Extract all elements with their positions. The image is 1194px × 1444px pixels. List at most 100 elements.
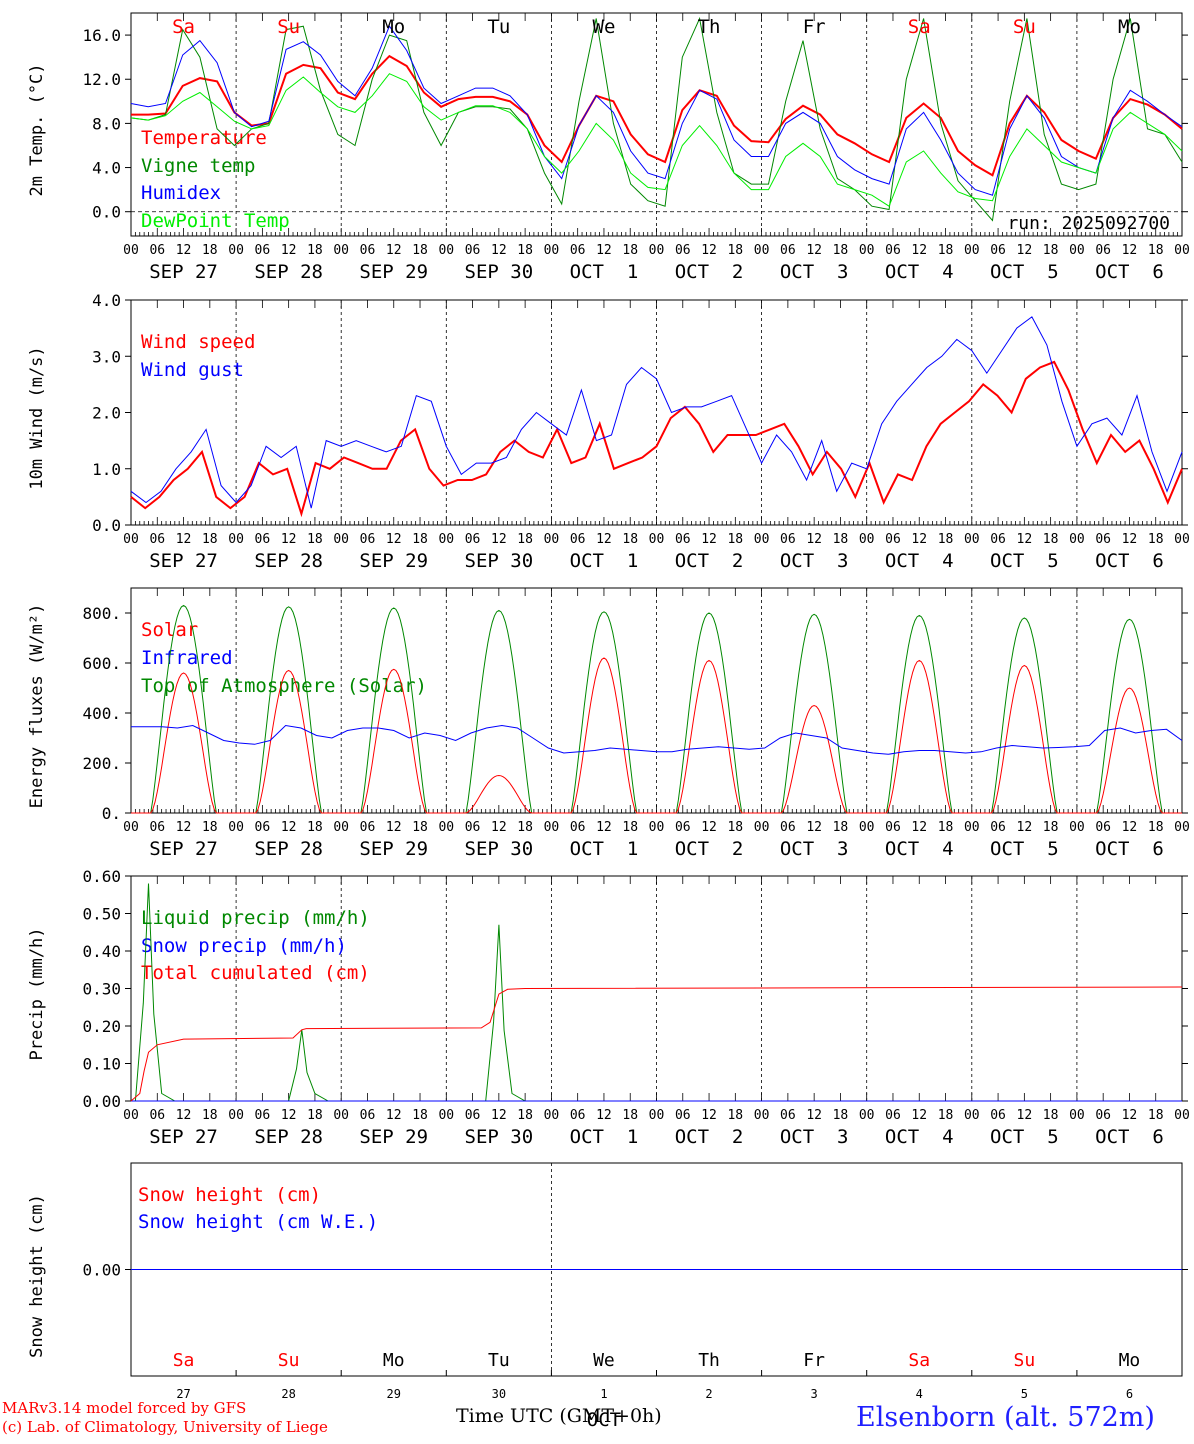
- station-label: Elsenborn (alt. 572m): [856, 1402, 1155, 1433]
- hour-label: 06: [255, 1108, 271, 1123]
- hour-label: 00: [544, 820, 560, 835]
- hour-label: 18: [938, 820, 954, 835]
- y-tick-label: 0.00: [82, 1092, 121, 1111]
- date-label: SEP 30: [465, 550, 534, 572]
- hour-label: 06: [885, 532, 901, 547]
- date-label: SEP 27: [149, 1126, 218, 1148]
- hour-label: 12: [911, 1108, 927, 1123]
- panel-5: 0.00 Snow height (cm) Snow height (cm) Snow…: [27, 1162, 1188, 1431]
- legend-entry: Wind gust: [141, 359, 244, 381]
- day-name: Sa: [908, 16, 931, 38]
- y-tick-label: 0.0: [92, 203, 121, 222]
- hour-label: 00: [964, 1108, 980, 1123]
- hour-label: 06: [1095, 820, 1111, 835]
- hour-label: 00: [544, 1108, 560, 1123]
- hour-label: 18: [727, 820, 743, 835]
- day-number: 27: [176, 1387, 190, 1401]
- hour-label: 06: [675, 532, 691, 547]
- hour-label: 18: [833, 820, 849, 835]
- date-label: OCT 1: [570, 550, 639, 572]
- y-tick-label: 0.40: [82, 942, 121, 961]
- hour-label: 00: [333, 1108, 349, 1123]
- hour-label: 12: [386, 243, 402, 258]
- hour-label: 18: [412, 532, 428, 547]
- hour-label: 18: [1148, 820, 1164, 835]
- hour-label: 18: [202, 243, 218, 258]
- hour-label: 06: [570, 532, 586, 547]
- date-label: OCT 4: [885, 1126, 954, 1148]
- day-name: Fr: [803, 1350, 825, 1371]
- hour-label: 12: [596, 243, 612, 258]
- day-name: Sa: [173, 1350, 195, 1371]
- hour-label: 06: [885, 820, 901, 835]
- hour-label: 00: [1069, 243, 1085, 258]
- hour-label: 12: [701, 243, 717, 258]
- y-tick-label: 400.: [82, 704, 121, 723]
- hour-label: 18: [727, 1108, 743, 1123]
- hour-label: 18: [517, 820, 533, 835]
- y-tick-label: 0.20: [82, 1017, 121, 1036]
- plot-frame: [130, 299, 1183, 526]
- legend-entry: Snow height (cm): [138, 1184, 321, 1206]
- date-label: OCT 6: [1095, 838, 1164, 860]
- hour-label: 18: [833, 1108, 849, 1123]
- plot-frame: [130, 12, 1183, 237]
- date-label: SEP 29: [359, 550, 428, 572]
- hour-label: 12: [911, 532, 927, 547]
- credits-line-2: (c) Lab. of Climatology, University of L…: [2, 1418, 328, 1436]
- date-label: SEP 28: [254, 838, 323, 860]
- day-name: Sa: [908, 1350, 930, 1371]
- credits-line-1: MARv3.14 model forced by GFS: [2, 1399, 247, 1417]
- date-label: OCT 6: [1095, 261, 1164, 283]
- hour-label: 12: [386, 532, 402, 547]
- date-label: OCT 2: [675, 838, 744, 860]
- date-label: SEP 29: [359, 261, 428, 283]
- hour-label: 00: [964, 243, 980, 258]
- hour-label: 00: [649, 820, 665, 835]
- date-label: OCT 1: [570, 261, 639, 283]
- hour-label: 18: [202, 532, 218, 547]
- day-number: 4: [916, 1387, 923, 1401]
- hour-label: 00: [123, 243, 139, 258]
- hour-label: 06: [675, 820, 691, 835]
- y-tick-label: 1.0: [92, 460, 121, 479]
- y-tick-label: 4.0: [92, 159, 121, 178]
- date-label: OCT 5: [990, 838, 1059, 860]
- date-label: SEP 30: [465, 1126, 534, 1148]
- y-axis-label: Snow height (cm): [27, 1194, 47, 1358]
- panel-4: 0.00 0.10 0.20 0.30 0.40 0.50 0.60 Precip (mm/h…: [27, 867, 1190, 1148]
- hour-label: 00: [228, 820, 244, 835]
- panel-1: 0.0 4.0 8.0 12.0 16.0 2m Temp. (°C) 00 06 12 18 00…: [27, 12, 1190, 283]
- date-label: OCT 2: [675, 261, 744, 283]
- hour-label: 06: [255, 820, 271, 835]
- hour-label: 18: [307, 820, 323, 835]
- hour-label: 00: [649, 1108, 665, 1123]
- day-name: Su: [1014, 1350, 1036, 1371]
- hour-label: 00: [438, 243, 454, 258]
- date-label: OCT 3: [780, 261, 849, 283]
- hour-label: 12: [176, 243, 192, 258]
- hour-label: 12: [176, 820, 192, 835]
- hour-label: 12: [806, 1108, 822, 1123]
- run-label: run: 2025092700: [1007, 213, 1170, 234]
- date-label: OCT 2: [675, 550, 744, 572]
- hour-label: 12: [596, 820, 612, 835]
- y-tick-label: 800.: [82, 604, 121, 623]
- date-label: OCT 6: [1095, 550, 1164, 572]
- hour-label: 18: [1148, 532, 1164, 547]
- hour-label: 12: [491, 243, 507, 258]
- hour-label: 00: [964, 820, 980, 835]
- hour-label: 18: [622, 243, 638, 258]
- hour-label: 00: [333, 532, 349, 547]
- hour-label: 12: [806, 243, 822, 258]
- hour-label: 12: [1122, 532, 1138, 547]
- date-label: SEP 27: [149, 550, 218, 572]
- hour-label-end: 00: [1174, 1108, 1190, 1123]
- hour-label: 00: [649, 243, 665, 258]
- date-label: SEP 28: [254, 261, 323, 283]
- legend-entry: Temperature: [141, 127, 267, 149]
- hour-label: 00: [1069, 1108, 1085, 1123]
- hour-label: 06: [360, 243, 376, 258]
- legend-entry: Snow precip (mm/h): [141, 935, 347, 957]
- hour-label: 00: [754, 1108, 770, 1123]
